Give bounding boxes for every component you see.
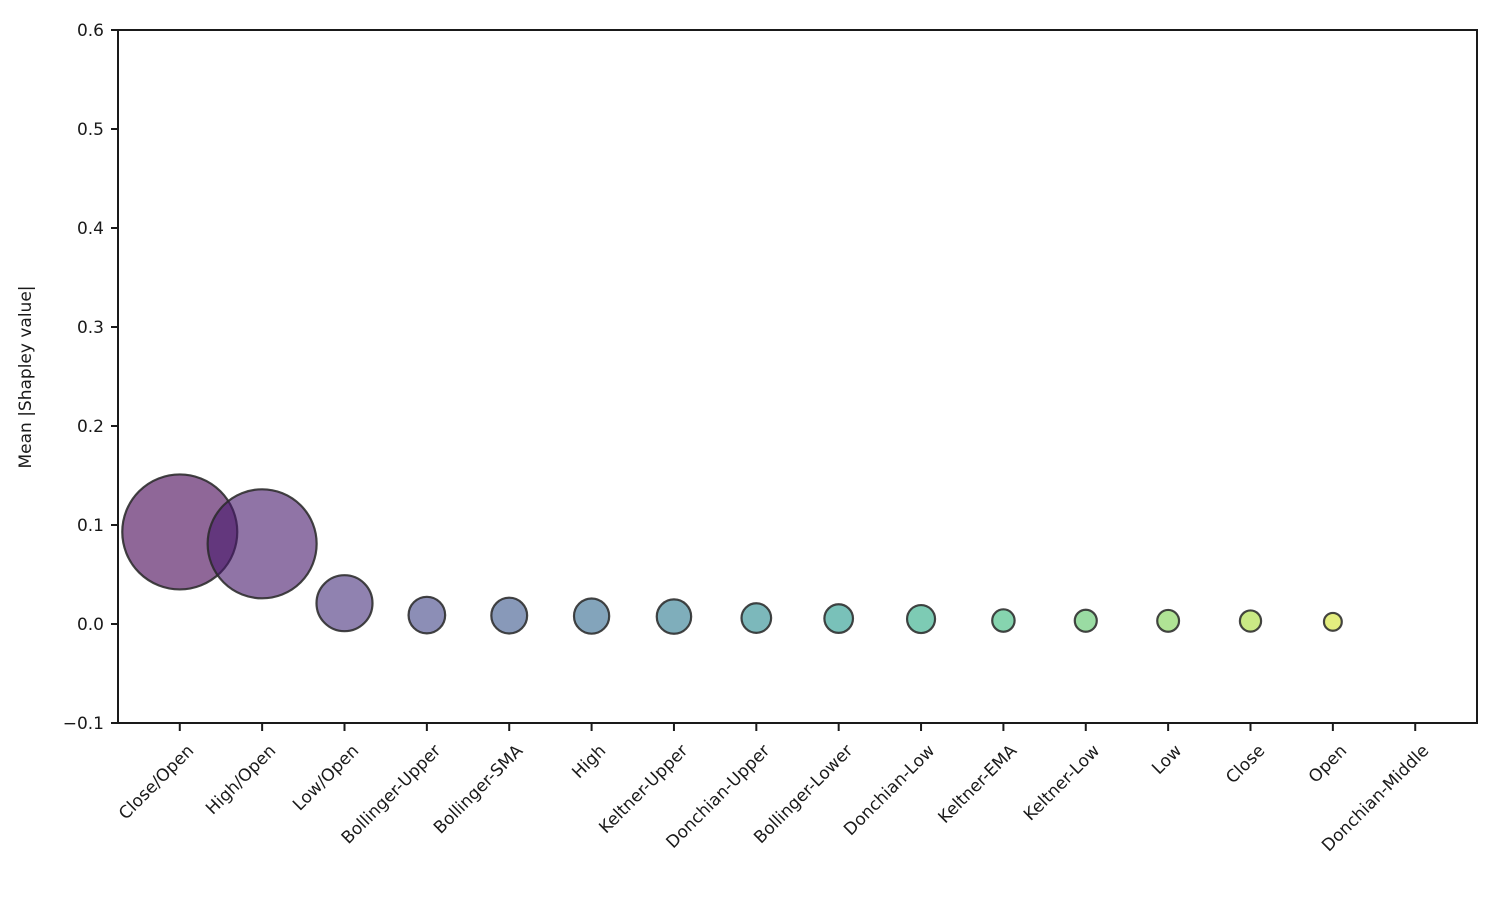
axes-frame — [117, 29, 1478, 724]
y-tick-label: 0.4 — [77, 219, 104, 239]
y-tick-label: 0.6 — [77, 21, 104, 41]
y-tick-label: 0.3 — [77, 318, 104, 338]
bubble-High/Open — [206, 488, 318, 600]
y-axis-label: Mean |Shapley value| — [16, 285, 36, 469]
y-tick-label: 0.0 — [77, 615, 104, 635]
bubble-Donchian-Upper — [740, 602, 773, 634]
bubble-Open — [1322, 611, 1343, 632]
bubble-Bollinger-Lower — [823, 603, 855, 634]
bubble-Close — [1238, 609, 1263, 633]
y-tick-label: 0.2 — [77, 417, 104, 437]
bubble-Low/Open — [315, 574, 374, 633]
bubble-Bollinger-SMA — [490, 596, 529, 635]
bubble-Bollinger-Upper — [407, 595, 447, 635]
bubble-Donchian-Low — [905, 603, 937, 635]
y-tick-label: 0.1 — [77, 516, 104, 536]
y-tick-label: 0.5 — [77, 120, 104, 140]
bubble-Keltner-Upper — [655, 598, 693, 635]
y-tick-label: −0.1 — [63, 714, 104, 734]
bubble-High — [572, 597, 611, 635]
bubble-Low — [1156, 608, 1181, 633]
bubble-Keltner-Low — [1073, 608, 1098, 633]
bubble-Keltner-EMA — [991, 608, 1016, 633]
